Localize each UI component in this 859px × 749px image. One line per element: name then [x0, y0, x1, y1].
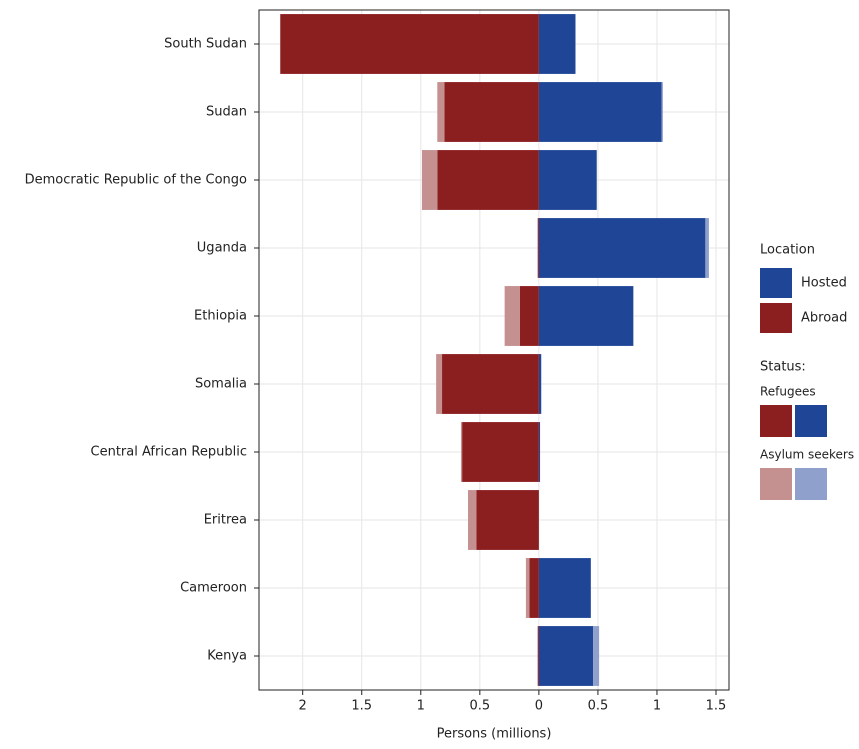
bar — [442, 354, 539, 414]
x-tick-label: 1.5 — [351, 699, 372, 714]
x-tick-label: 0.5 — [469, 699, 490, 714]
legend-title: Location — [760, 243, 815, 258]
y-tick-label: Ethiopia — [194, 309, 247, 324]
bar — [593, 626, 600, 686]
y-tick-label: Kenya — [207, 649, 247, 664]
x-axis-label: Persons (millions) — [437, 727, 552, 742]
legend-label: Abroad — [801, 311, 847, 326]
bar — [519, 286, 539, 346]
x-tick-label: 2 — [299, 699, 307, 714]
bar — [468, 490, 477, 550]
y-tick-label: Democratic Republic of the Congo — [25, 173, 247, 188]
bar — [705, 218, 709, 278]
bar — [537, 626, 539, 686]
y-tick-label: Sudan — [206, 105, 247, 120]
bar — [444, 82, 539, 142]
y-tick-label: Uganda — [197, 241, 247, 256]
x-tick-label: 0.5 — [588, 699, 609, 714]
plot-frame — [258, 9, 730, 691]
bar — [280, 14, 539, 74]
bar — [538, 558, 591, 618]
bar — [476, 490, 539, 550]
legend-swatch — [760, 268, 792, 298]
legend-swatch — [760, 468, 792, 500]
bar — [437, 150, 539, 210]
x-tick-label: 1 — [417, 699, 425, 714]
bar — [537, 218, 539, 278]
bar — [437, 82, 445, 142]
y-tick-label: Cameroon — [180, 581, 247, 596]
bar — [538, 14, 576, 74]
y-tick-label: Central African Republic — [91, 445, 247, 460]
bar — [460, 422, 463, 482]
legend-swatch — [795, 405, 827, 437]
bar — [462, 422, 539, 482]
y-tick-label: Somalia — [195, 377, 247, 392]
bar — [538, 626, 594, 686]
bar — [661, 82, 663, 142]
bar — [421, 150, 438, 210]
legend-label: Hosted — [801, 276, 847, 291]
bar — [525, 558, 530, 618]
y-tick-label: South Sudan — [164, 37, 247, 52]
bar — [436, 354, 443, 414]
bar — [529, 558, 539, 618]
bar — [504, 286, 520, 346]
bar — [538, 422, 541, 482]
legend-label: Refugees — [760, 385, 816, 399]
bar — [538, 150, 597, 210]
x-tick-label: 1.5 — [706, 699, 727, 714]
bar — [538, 82, 662, 142]
legend-label: Asylum seekers — [760, 448, 854, 462]
bar — [538, 218, 706, 278]
legend-swatch — [795, 468, 827, 500]
bar — [538, 286, 634, 346]
legend-title: Status: — [760, 360, 806, 375]
y-tick-label: Eritrea — [204, 513, 247, 528]
legend-swatch — [760, 303, 792, 333]
legend-swatch — [760, 405, 792, 437]
bar — [538, 354, 542, 414]
x-tick-label: 0 — [535, 699, 543, 714]
x-tick-label: 1 — [653, 699, 661, 714]
